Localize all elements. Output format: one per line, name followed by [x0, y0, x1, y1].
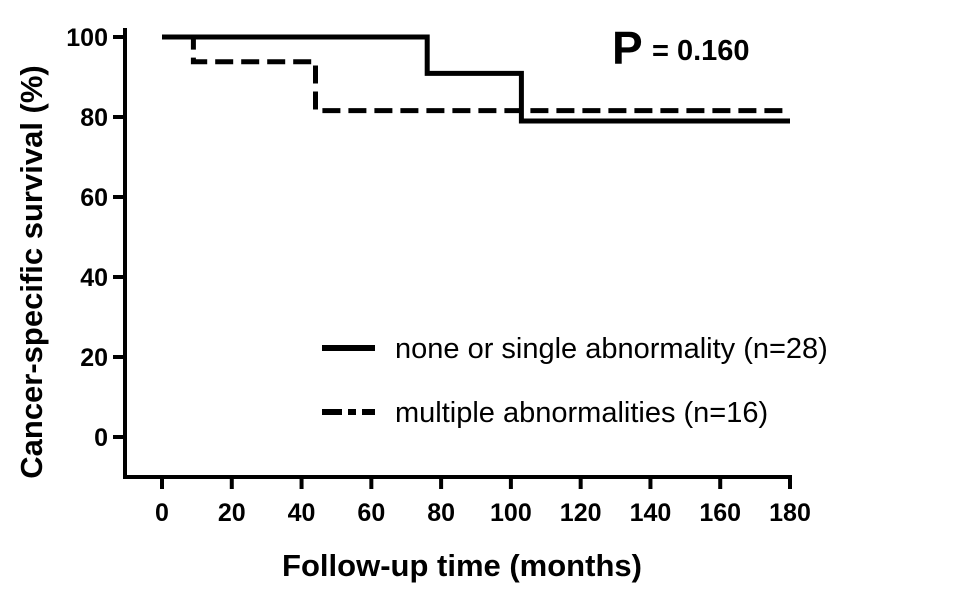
x-tick-label: 120	[560, 499, 602, 527]
series-line-1	[162, 34, 790, 124]
legend: none or single abnormality (n=28) multip…	[322, 333, 828, 429]
x-axis-title: Follow-up time (months)	[282, 548, 642, 583]
x-tick-label: 160	[699, 499, 741, 527]
y-tick-label: 0	[94, 424, 108, 452]
x-tick-label: 180	[769, 499, 811, 527]
y-tick-label: 40	[80, 264, 108, 292]
y-tick-label: 80	[80, 104, 108, 132]
x-tick-label: 140	[630, 499, 672, 527]
y-tick-label: 60	[80, 184, 108, 212]
legend-label-series-2: multiple abnormalities (n=16)	[395, 397, 768, 429]
y-tick-label: 100	[66, 24, 108, 52]
x-tick-label: 60	[357, 499, 385, 527]
series-line-2	[162, 34, 790, 114]
p-value-text: = 0.160	[652, 35, 750, 67]
y-tick-label: 20	[80, 344, 108, 372]
y-axis-title: Cancer-specific survival (%)	[14, 65, 49, 479]
axes	[113, 28, 792, 489]
x-tick-label: 20	[218, 499, 246, 527]
x-tick-label: 40	[288, 499, 316, 527]
series-lines	[162, 34, 790, 124]
x-tick-label: 100	[490, 499, 532, 527]
legend-label-series-1: none or single abnormality (n=28)	[395, 333, 828, 365]
x-tick-label: 80	[427, 499, 455, 527]
tick-labels: 0 20 40 60 80 100 0 20 40 60 80 100 120 140 160 180	[66, 24, 811, 527]
x-tick-label: 0	[155, 499, 169, 527]
p-value-letter: P	[612, 22, 643, 74]
